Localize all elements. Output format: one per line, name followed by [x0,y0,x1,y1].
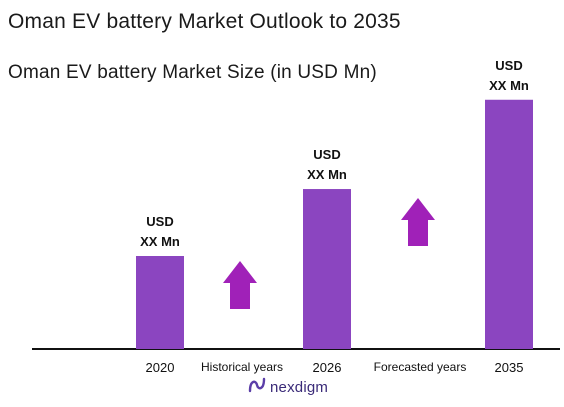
x-tick-2026: 2026 [313,360,342,375]
chart-subtitle: Oman EV battery Market Size (in USD Mn) [8,62,377,83]
bar-label-unit-2035: USD [495,58,522,73]
x-tick-2020: 2020 [146,360,175,375]
period-label-forecasted: Forecasted years [374,360,467,374]
nexdigm-logo-text: nexdigm [270,379,329,396]
nexdigm-logo-icon [248,376,266,399]
bar-2020 [136,256,184,349]
bar-label-unit-2026: USD [313,147,340,162]
growth-arrow-icon [223,261,257,309]
growth-arrow-icon [401,198,435,246]
bar-label-value-2026: XX Mn [307,167,347,182]
bar-2026 [303,189,351,349]
bar-2035 [485,99,533,349]
period-label-historical: Historical years [201,360,283,374]
bar-label-value-2020: XX Mn [140,234,180,249]
bar-label-value-2035: XX Mn [489,78,529,93]
nexdigm-logo: nexdigm [248,376,328,399]
x-tick-2035: 2035 [495,360,524,375]
chart-title: Oman EV battery Market Outlook to 2035 [8,10,401,33]
bar-label-unit-2020: USD [146,214,173,229]
